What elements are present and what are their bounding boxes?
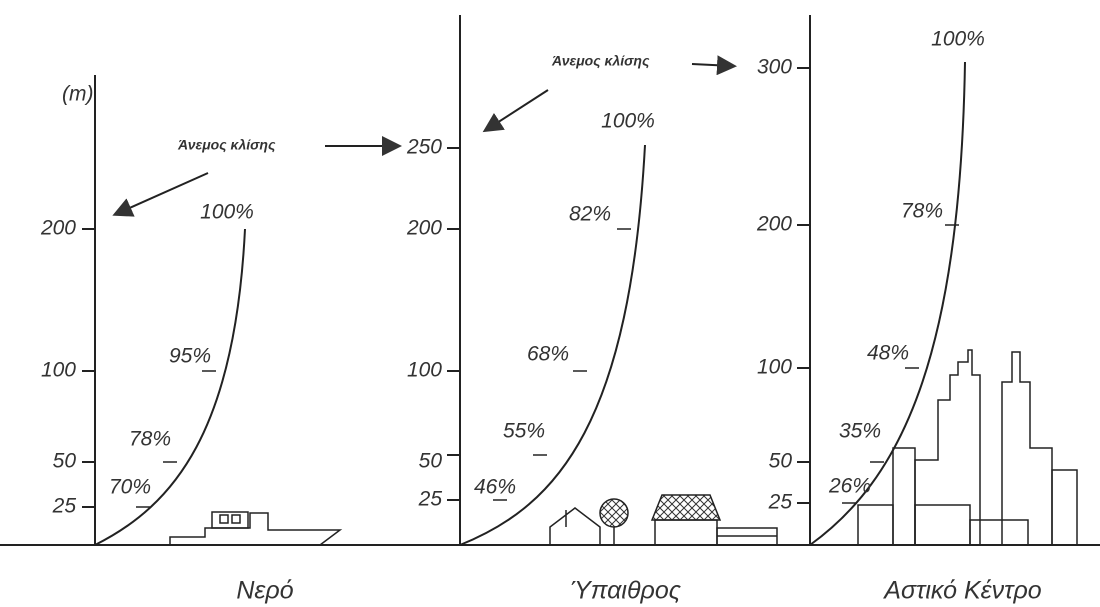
tick-label: 25 (52, 495, 77, 518)
arrow (116, 173, 208, 214)
house-icon (550, 508, 600, 545)
tick-label: 100 (407, 359, 442, 382)
percent-label: 26% (828, 475, 871, 498)
tick-label: 25 (418, 488, 443, 511)
wind-profile (810, 62, 965, 545)
city-icon (858, 350, 1077, 545)
percent-label: 82% (569, 203, 611, 226)
percent-label: 48% (867, 342, 909, 365)
tick-marks (82, 68, 810, 507)
percent-label: 70% (109, 476, 151, 499)
tick-label: 100 (757, 356, 792, 379)
arrow (692, 64, 733, 66)
barn-icon (652, 495, 777, 545)
tick-label: 200 (406, 217, 442, 240)
tick-label: 200 (40, 217, 76, 240)
tick-label: 300 (757, 56, 792, 79)
tick-label: 50 (419, 450, 443, 473)
annotation: Άνεμος κλίσης (551, 53, 650, 69)
tick-label: 100 (41, 359, 76, 382)
caption: Ύπαιθρος (569, 577, 682, 605)
percent-label: 95% (169, 345, 211, 368)
caption: Αστικό Κέντρο (882, 577, 1042, 605)
diagram: (m) 25 50 100 200 25 50 100 200 250 25 5… (0, 0, 1100, 607)
percent-label: 35% (839, 420, 881, 443)
percent-label: 78% (901, 200, 943, 223)
curve-ticks (136, 225, 959, 507)
page: {"panels": [ {"caption": "Νερό", "unit":… (0, 0, 1100, 607)
percent-label: 55% (503, 420, 545, 443)
percent-label: 46% (474, 476, 516, 499)
percent-label: 100% (601, 110, 655, 133)
unit-label: (m) (62, 83, 93, 106)
arrow (486, 90, 548, 130)
annotation: Άνεμος κλίσης (177, 137, 276, 153)
percent-label: 78% (129, 428, 171, 451)
tick-label: 50 (769, 450, 793, 473)
tree-icon (600, 499, 628, 545)
tick-label: 250 (406, 136, 442, 159)
percent-label: 100% (931, 28, 985, 51)
tick-label: 200 (756, 213, 792, 236)
tick-label: 50 (53, 450, 77, 473)
percent-label: 68% (527, 343, 569, 366)
caption: Νερό (236, 577, 293, 605)
percent-label: 100% (200, 201, 254, 224)
tick-label: 25 (768, 491, 793, 514)
ship-icon (170, 512, 340, 545)
